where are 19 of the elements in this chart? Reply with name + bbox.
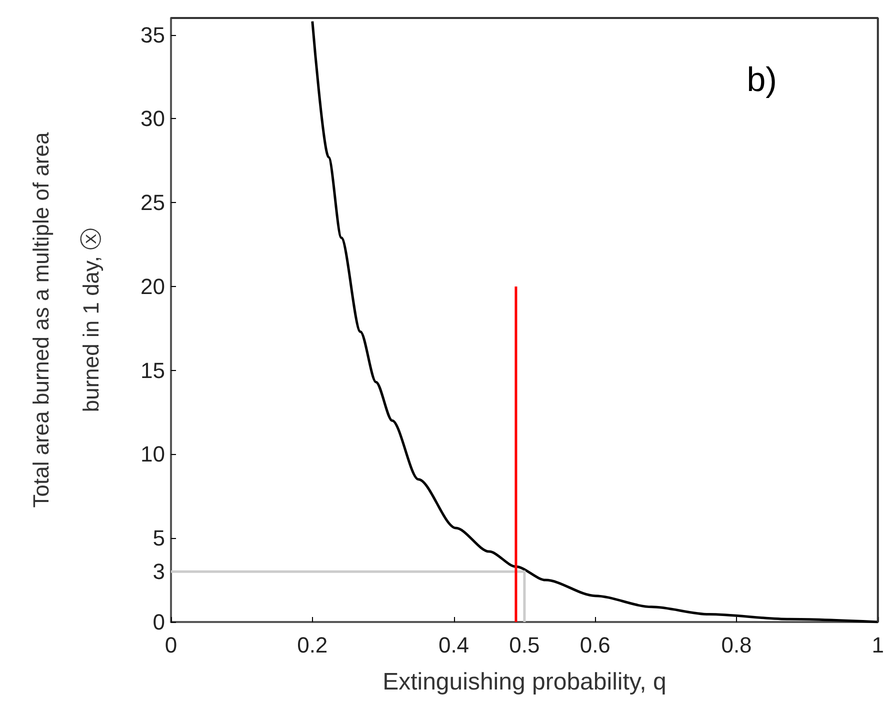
x-tick-label: 0.6 bbox=[580, 632, 610, 658]
y-tick-label: 0 bbox=[152, 610, 165, 634]
line-series bbox=[311, 20, 880, 624]
y-tick-label: 25 bbox=[140, 190, 165, 216]
x-tick-label: 0.2 bbox=[297, 632, 328, 658]
y-tick-label: 30 bbox=[140, 106, 165, 132]
x-tick-label: 0.4 bbox=[438, 632, 470, 658]
x-tick-label: 0.5 bbox=[509, 632, 540, 658]
x-tick-label: 0.8 bbox=[721, 632, 752, 658]
y-axis-title: Total area burned as a multiple of area burned in 1 day, ⓧ bbox=[28, 132, 104, 508]
x-tick-label: 1 bbox=[872, 632, 884, 658]
y-tick-label: 35 bbox=[140, 22, 165, 48]
y-tick-label: 15 bbox=[140, 358, 165, 383]
x-axis-title: Extinguishing probability, q bbox=[382, 668, 666, 696]
annotation: b) bbox=[746, 61, 778, 99]
y-tick-label: 3 bbox=[152, 559, 165, 584]
y-tick-label: 10 bbox=[140, 442, 165, 467]
y-tick-label: 20 bbox=[140, 274, 165, 299]
y-tick-label: 5 bbox=[152, 526, 165, 551]
